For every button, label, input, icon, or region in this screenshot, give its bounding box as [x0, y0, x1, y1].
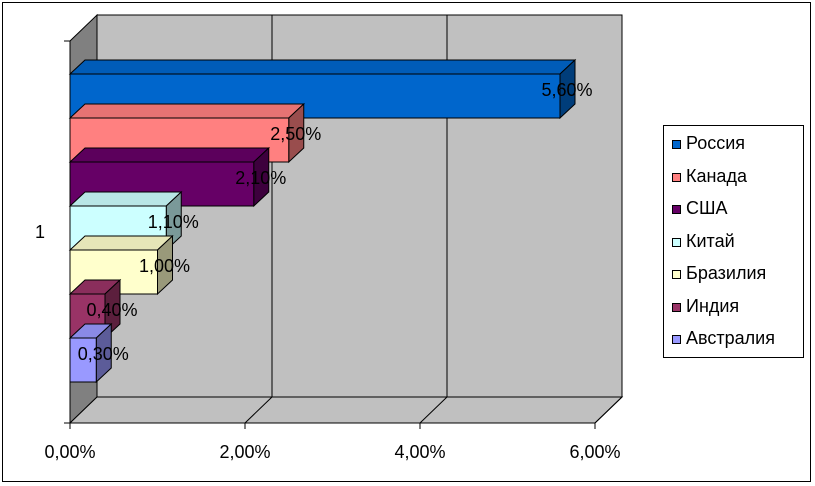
bar: [69, 337, 97, 383]
legend-item: Бразилия: [664, 260, 804, 288]
legend-swatch: [672, 140, 681, 149]
legend-label: Индия: [686, 295, 740, 316]
legend-swatch: [672, 172, 681, 182]
floor: [68, 396, 624, 424]
bar-top: [68, 147, 271, 163]
legend-label: США: [686, 198, 728, 218]
gridline-floor: [419, 396, 448, 424]
legend-item: США: [664, 195, 804, 223]
data-label: 1,10%: [148, 212, 199, 232]
legend-label: Бразилия: [686, 263, 767, 283]
bar-top: [68, 103, 306, 119]
gridline-floor: [594, 396, 623, 424]
legend-item: Китай: [664, 228, 804, 256]
legend-item: Канада: [664, 163, 804, 191]
legend-swatch: [672, 335, 681, 344]
x-tick-label: 2,00%: [219, 442, 270, 462]
legend-label: Австралия: [686, 328, 775, 348]
gridline-floor: [244, 396, 273, 424]
legend-label: Канада: [686, 165, 747, 186]
x-tick-label: 6,00%: [569, 442, 620, 462]
legend-item: Россия: [664, 130, 804, 158]
data-label: 1,00%: [139, 256, 190, 276]
category-label: 1: [35, 222, 45, 242]
legend-item: Австралия: [664, 325, 804, 353]
data-label: 5,60%: [541, 80, 592, 100]
data-label: 0,40%: [86, 300, 137, 320]
legend-label: Китай: [686, 230, 735, 251]
data-label: 0,30%: [78, 344, 129, 364]
bar-top: [68, 59, 577, 75]
x-tick-label: 0,00%: [44, 442, 95, 462]
legend-swatch: [672, 270, 681, 279]
legend-swatch: [672, 237, 681, 247]
legend-swatch: [672, 302, 681, 312]
bar-top: [68, 235, 174, 251]
x-tick-label: 4,00%: [394, 442, 445, 462]
legend-label: Россия: [686, 133, 746, 153]
legend-item: Индия: [664, 293, 804, 321]
bar-top: [68, 191, 183, 207]
legend: Россия Канада США Китай Бразилия Индия Австрал…: [663, 125, 804, 358]
data-label: 2,10%: [235, 168, 286, 188]
legend-swatch: [672, 205, 681, 214]
data-label: 2,50%: [270, 124, 321, 144]
